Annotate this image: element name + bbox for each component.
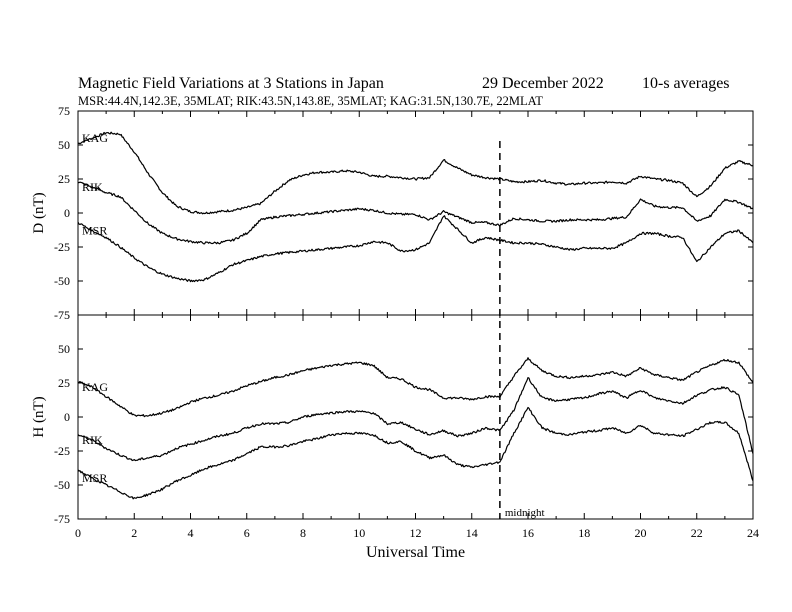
- bottom-series-label-msr: MSR: [82, 471, 107, 485]
- bottom-plot-frame: [77, 314, 754, 520]
- bottom-x-tick-label: 8: [300, 526, 306, 540]
- bottom-series-kag: [77, 357, 754, 418]
- midnight-label: midnight: [505, 507, 545, 519]
- bottom-series-msr: [77, 406, 754, 500]
- bottom-x-tick-label: 4: [188, 526, 194, 540]
- top-series-label-msr: MSR: [82, 224, 107, 238]
- top-series-rik: [77, 181, 754, 245]
- bottom-y-tick-label: -25: [54, 444, 70, 458]
- bottom-x-tick-label: 14: [466, 526, 478, 540]
- top-series-label-rik: RIK: [82, 180, 103, 194]
- bottom-y-tick-label: 50: [58, 342, 70, 356]
- bottom-y-axis-label: H (nT): [31, 396, 47, 437]
- bottom-series-label-kag: KAG: [82, 380, 108, 394]
- bottom-x-tick-label: 2: [131, 526, 137, 540]
- top-y-tick-label: 25: [58, 172, 70, 186]
- station-coordinates: MSR:44.4N,142.3E, 35MLAT; RIK:43.5N,143.…: [78, 94, 543, 108]
- bottom-x-tick-label: 10: [353, 526, 365, 540]
- top-y-tick-label: -50: [54, 274, 70, 288]
- top-series-kag: [77, 131, 754, 215]
- bottom-y-tick-label: -50: [54, 478, 70, 492]
- bottom-x-tick-label: 16: [522, 526, 534, 540]
- chart-title: Magnetic Field Variations at 3 Stations …: [78, 75, 384, 92]
- bottom-series-rik: [77, 377, 754, 462]
- x-axis-label: Universal Time: [366, 544, 465, 561]
- top-y-axis-label: D (nT): [31, 192, 47, 233]
- bottom-x-tick-label: 6: [244, 526, 250, 540]
- bottom-y-tick-label: -75: [54, 512, 70, 526]
- top-plot-frame: [77, 110, 754, 316]
- bottom-series-label-rik: RIK: [82, 433, 103, 447]
- top-y-tick-label: 50: [58, 138, 70, 152]
- top-series-label-kag: KAG: [82, 131, 108, 145]
- bottom-y-tick-label: 0: [64, 410, 70, 424]
- bottom-x-tick-label: 0: [75, 526, 81, 540]
- top-y-tick-label: 75: [58, 104, 70, 118]
- bottom-x-tick-label: 18: [578, 526, 590, 540]
- top-y-tick-label: 0: [64, 206, 70, 220]
- bottom-x-tick-label: 22: [691, 526, 703, 540]
- bottom-y-tick-label: 25: [58, 376, 70, 390]
- bottom-x-tick-label: 24: [747, 526, 759, 540]
- top-y-tick-label: -25: [54, 240, 70, 254]
- bottom-x-tick-label: 12: [410, 526, 422, 540]
- chart-averaging: 10-s averages: [642, 75, 730, 92]
- top-series-msr: [77, 215, 754, 283]
- bottom-x-tick-label: 20: [635, 526, 647, 540]
- top-y-tick-label: -75: [54, 308, 70, 322]
- chart-date: 29 December 2022: [482, 75, 604, 92]
